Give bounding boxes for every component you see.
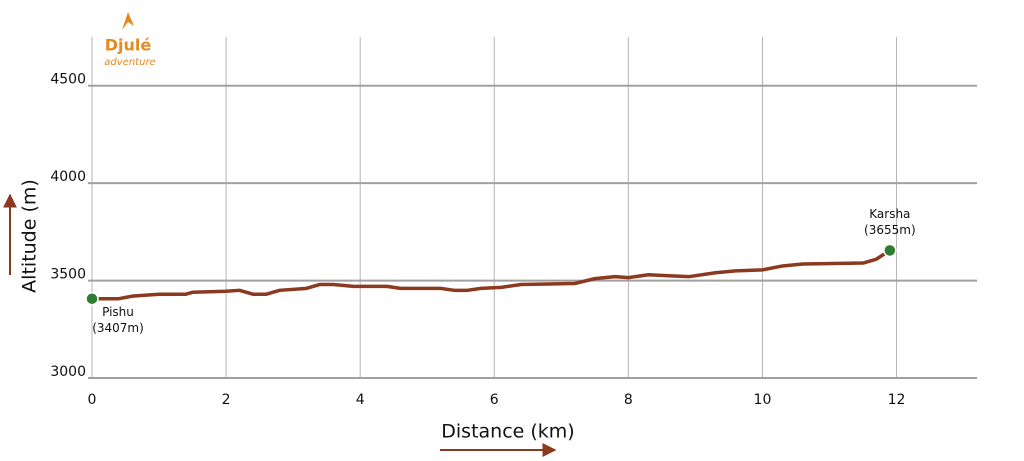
annotation-label: (3655m) <box>864 223 916 237</box>
point-marker <box>883 243 897 258</box>
y-tick-label: 3500 <box>50 267 86 283</box>
x-tick-label: 4 <box>356 392 365 408</box>
x-tick-label: 6 <box>490 392 499 408</box>
x-tick-label: 10 <box>754 392 772 408</box>
point-marker <box>85 291 99 306</box>
y-axis-label: Altitude (m) <box>19 179 41 293</box>
logo-name: Djulé <box>105 36 152 55</box>
altitude-line <box>92 248 891 301</box>
x-tick-label: 12 <box>888 392 906 408</box>
x-tick-label: 8 <box>624 392 633 408</box>
y-tick-label: 3000 <box>50 364 86 380</box>
x-tick-label: 2 <box>222 392 231 408</box>
logo-tagline: adventure <box>104 57 155 68</box>
logo-icon <box>122 12 134 30</box>
annotation-label: (3407m) <box>92 321 144 335</box>
annotation-name: Pishu <box>102 305 134 319</box>
y-tick-label: 4000 <box>50 169 86 185</box>
logo: Djulé adventure <box>104 12 156 68</box>
x-tick-label: 0 <box>88 392 97 408</box>
annotation-name: Karsha <box>869 207 910 221</box>
x-axis-label: Distance (km) <box>441 421 574 443</box>
y-tick-label: 4500 <box>50 72 86 88</box>
